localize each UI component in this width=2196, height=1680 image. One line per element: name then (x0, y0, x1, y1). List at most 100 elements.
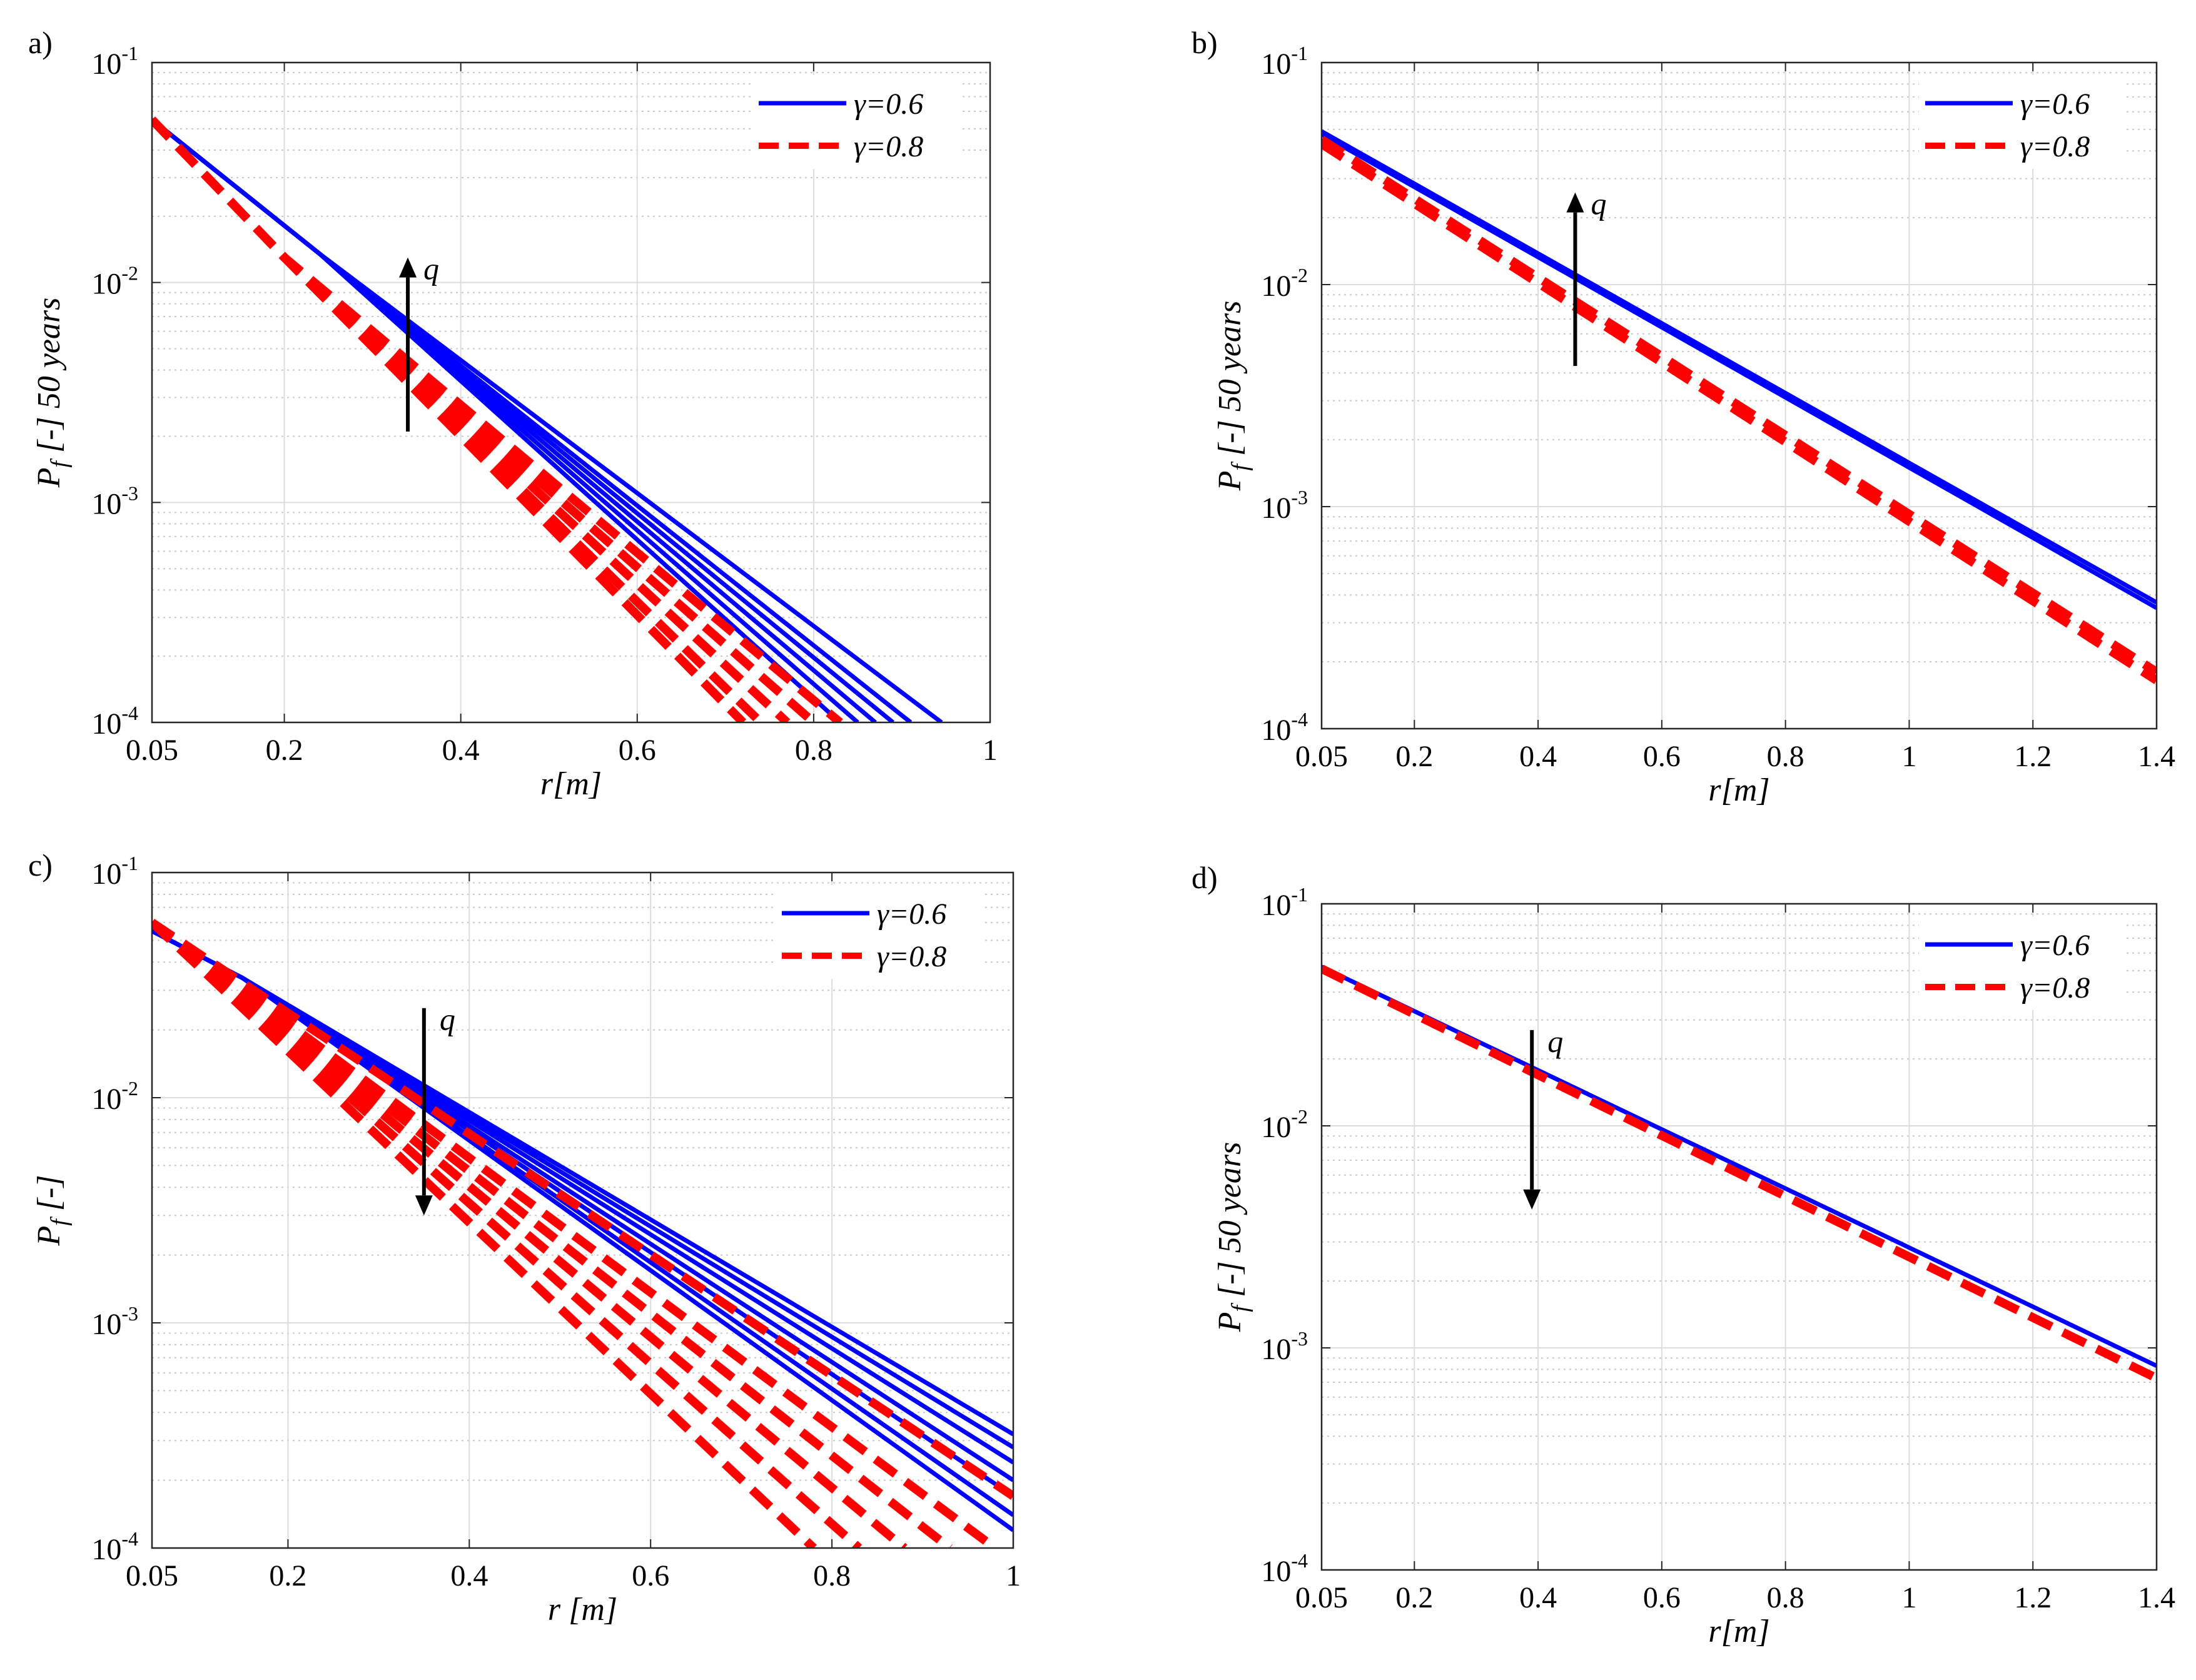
y-axis-label: Pf [-] 50 years (1212, 1142, 1253, 1333)
panel-label: d) (1192, 860, 1218, 895)
arrow-head (1566, 192, 1584, 213)
series-line-gamma-b-7 (152, 919, 817, 1548)
panel-label: a) (28, 25, 53, 60)
arrow-head (399, 257, 417, 278)
series-group (1322, 964, 2157, 1382)
x-axis-label: r [m] (548, 1592, 617, 1627)
x-tick-label: 0.4 (450, 1559, 488, 1592)
x-tick-label: 0.05 (1295, 740, 1348, 773)
legend-entry: γ=0.8 (854, 130, 923, 163)
series-line-gamma-b-1 (1322, 964, 2157, 1382)
y-tick-label: 10-1 (1261, 883, 1308, 922)
series-line-gamma-a-1 (1322, 132, 2157, 610)
legend-entry: γ=0.8 (2020, 130, 2090, 163)
x-tick-label: 0.2 (1395, 740, 1433, 773)
x-tick-label: 1 (1901, 740, 1916, 773)
arrow-head (415, 1195, 433, 1216)
q-arrow: q (415, 1002, 455, 1216)
x-tick-label: 0.2 (266, 734, 303, 767)
series-group (152, 116, 943, 722)
series-line-gamma-a-0 (1322, 129, 2157, 605)
chart-panel-1: a) 0.05 0.2 0.4 0.6 0.8 1 10-4 10-3 10-2 10-1 r[m] P… (28, 25, 998, 802)
chart-panel-3: c) 0.05 0.2 0.4 0.6 0.8 1 10-4 10-3 10-2 10-1 r [m]… (28, 848, 1021, 1627)
series-line-gamma-a-5 (152, 118, 943, 722)
series-line-gamma-b-12 (152, 919, 1013, 1500)
legend: γ=0.6 γ=0.8 (752, 75, 959, 169)
series-line-gamma-a-0 (152, 118, 842, 722)
legend-box (1919, 916, 2125, 1010)
panel-label: b) (1192, 25, 1218, 60)
legend-entry: γ=0.6 (854, 88, 923, 121)
x-tick-label: 0.6 (632, 1559, 669, 1592)
series-line-gamma-b-9 (152, 919, 908, 1548)
x-tick-label: 0.05 (126, 1559, 178, 1592)
x-axis-label: r[m] (1708, 1614, 1769, 1649)
x-tick-label: 0.4 (1519, 740, 1557, 773)
x-tick-label: 0.4 (442, 734, 480, 767)
legend: γ=0.6 γ=0.8 (1919, 75, 2125, 169)
legend-entry: γ=0.6 (2020, 88, 2090, 121)
q-arrow: q (1566, 186, 1606, 367)
chart-panel-2: b) 0.05 0.2 0.4 0.6 0.8 1 1.2 1.4 10-4 10-3 10-2 10-… (1192, 25, 2175, 808)
axes-box (151, 871, 1015, 1549)
y-tick-label: 10-3 (1261, 486, 1308, 525)
axes-box (1320, 903, 2158, 1571)
x-tick-label: 0.6 (1643, 740, 1681, 773)
legend-entry: γ=0.8 (2020, 971, 2090, 1004)
y-axis-label: Pf [-] 50 years (1212, 301, 1253, 492)
series-line-gamma-b-10 (152, 116, 843, 722)
y-tick-label: 10-4 (91, 1527, 138, 1566)
y-tick-label: 10-4 (91, 702, 138, 741)
x-tick-label: 0.8 (813, 1559, 851, 1592)
x-tick-label: 0.05 (126, 734, 178, 767)
x-tick-label: 0.6 (619, 734, 656, 767)
series-line-gamma-b-8 (152, 919, 863, 1548)
x-tick-label: 1 (1006, 1559, 1021, 1592)
y-axis-label: Pf [-] (31, 1175, 73, 1246)
x-tick-label: 0.05 (1295, 1581, 1348, 1614)
panel-label: c) (28, 848, 53, 883)
y-tick-label: 10-3 (1261, 1327, 1308, 1366)
x-tick-label: 1.2 (2014, 740, 2052, 773)
q-label: q (423, 251, 439, 286)
y-tick-label: 10-1 (91, 852, 138, 891)
q-arrow: q (399, 251, 439, 432)
y-tick-label: 10-2 (91, 1077, 138, 1116)
axes-box (151, 61, 991, 724)
legend-box (752, 75, 959, 169)
series-line-gamma-b-3 (1322, 140, 2157, 684)
x-tick-label: 1 (1901, 1581, 1916, 1614)
axes-box (1320, 61, 2158, 730)
x-tick-label: 1 (983, 734, 998, 767)
legend-entry: γ=0.6 (877, 898, 946, 931)
x-tick-label: 1.4 (2138, 1581, 2175, 1614)
x-axis-label: r[m] (1708, 772, 1769, 808)
series-line-gamma-b-2 (1322, 136, 2157, 676)
series-line-gamma-a-0 (1322, 964, 2157, 1368)
x-tick-label: 0.2 (1395, 1581, 1433, 1614)
series-group (152, 919, 1013, 1548)
y-tick-label: 10-2 (91, 262, 138, 301)
y-tick-label: 10-2 (1261, 264, 1308, 303)
series-line-gamma-b-10 (152, 919, 953, 1548)
y-axis-label: Pf [-] 50 years (31, 298, 73, 488)
legend-box (1919, 75, 2125, 169)
x-tick-label: 0.4 (1519, 1581, 1557, 1614)
legend: γ=0.6 γ=0.8 (776, 885, 982, 979)
y-tick-label: 10-2 (1261, 1105, 1308, 1144)
series-line-gamma-b-9 (152, 116, 817, 722)
q-label: q (1591, 186, 1606, 221)
series-line-gamma-b-8 (152, 116, 791, 722)
y-tick-label: 10-4 (1261, 708, 1308, 747)
y-tick-label: 10-1 (91, 42, 138, 81)
x-tick-label: 0.8 (1767, 740, 1804, 773)
arrow-head (1523, 1189, 1541, 1210)
q-label: q (440, 1002, 455, 1037)
x-tick-label: 0.8 (795, 734, 832, 767)
x-axis-label: r[m] (540, 766, 602, 802)
series-group (1322, 129, 2157, 684)
x-tick-label: 0.6 (1643, 1581, 1681, 1614)
y-tick-label: 10-1 (1261, 42, 1308, 81)
chart-panel-4: d) 0.05 0.2 0.4 0.6 0.8 1 1.2 1.4 10-4 10-3 10-2 10-… (1192, 860, 2175, 1649)
y-tick-label: 10-4 (1261, 1549, 1308, 1588)
